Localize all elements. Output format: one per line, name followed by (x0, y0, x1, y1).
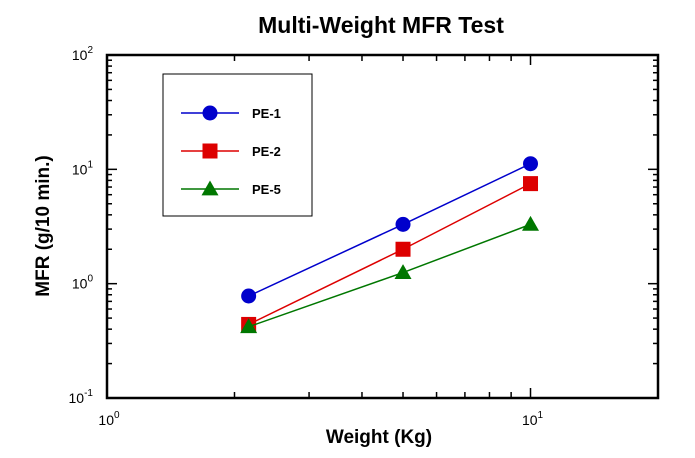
legend-item-pe-2: PE-2 (181, 143, 281, 159)
legend-label: PE-1 (252, 106, 281, 121)
x-tick-label: 100 (98, 410, 120, 428)
y-tick-label: 101 (72, 159, 94, 177)
x-tick-label: 101 (522, 410, 544, 428)
series-pe-5 (240, 215, 540, 334)
legend-item-pe-5: PE-5 (181, 180, 281, 197)
data-point (241, 288, 257, 304)
data-point (395, 241, 411, 257)
y-tick-label: 102 (72, 45, 94, 63)
legend-marker (202, 143, 218, 159)
series-pe-1 (241, 156, 539, 304)
data-point (523, 156, 539, 172)
legend-label: PE-2 (252, 144, 281, 159)
data-point (395, 216, 411, 232)
legend-marker (201, 180, 219, 196)
legend-box (162, 73, 313, 217)
y-tick-label: 100 (72, 274, 94, 292)
data-point (240, 318, 258, 334)
legend: PE-1 PE-2 PE-5 (162, 73, 313, 217)
legend-label: PE-5 (252, 182, 281, 197)
data-point (523, 176, 539, 192)
chart-title: Multi-Weight MFR Test (258, 12, 504, 38)
legend-marker (202, 105, 218, 121)
y-tick-label: 10-1 (69, 388, 94, 406)
legend-item-pe-1: PE-1 (181, 105, 281, 121)
data-point (522, 215, 540, 231)
data-point (394, 264, 412, 279)
y-axis-label: MFR (g/10 min.) (33, 155, 54, 296)
plot-frame (105, 53, 660, 400)
x-axis-label: Weight (Kg) (326, 427, 432, 448)
series-pe-2 (241, 176, 539, 332)
